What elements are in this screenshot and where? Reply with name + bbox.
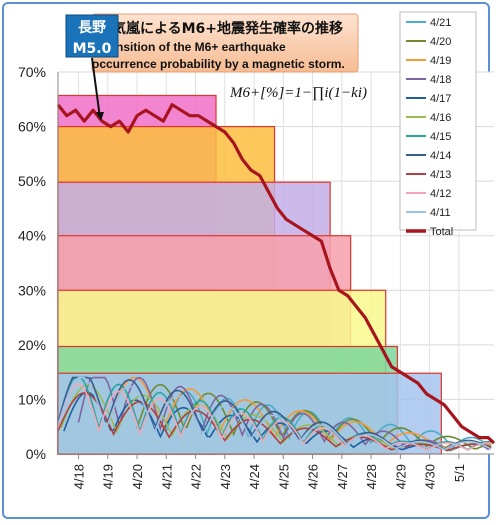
- x-tick-label: 4/23: [218, 464, 233, 489]
- chart-title-box: 磁気嵐によるM6+地震発生確率の推移 Transition of the M6+…: [91, 13, 359, 73]
- x-tick-label: 4/19: [101, 464, 116, 489]
- y-tick-label: 50%: [18, 173, 46, 189]
- y-tick-label: 10%: [18, 391, 46, 407]
- total-line: [56, 103, 496, 445]
- y-tick-label: 70%: [18, 64, 46, 80]
- x-tick-label: 4/30: [423, 464, 438, 489]
- x-tick-label: 4/24: [247, 464, 262, 489]
- pointer-arrow: [91, 57, 101, 119]
- chart-title-jp: 磁気嵐によるM6+地震発生確率の推移: [98, 20, 343, 37]
- x-tick-label: 5/1: [452, 464, 467, 482]
- x-tick-label: 4/21: [159, 464, 174, 489]
- legend-label-4-11: 4/11: [430, 207, 451, 219]
- total-series: [56, 103, 496, 445]
- x-tick-label: 4/25: [276, 464, 291, 489]
- chart-title-en-line1: Transition of the M6+ earthquake: [98, 40, 286, 54]
- series-line-4-15: [57, 376, 492, 451]
- x-tick-label: 4/22: [189, 464, 204, 489]
- y-tick-label: 40%: [18, 228, 46, 244]
- y-tick-label: 20%: [18, 337, 46, 353]
- x-tick-label: 4/28: [364, 464, 379, 489]
- chart-title-en-line2: occurrence probability by a magnetic sto…: [92, 57, 345, 71]
- location-badge: 長野 M5.0: [65, 14, 119, 121]
- location-label: 長野: [78, 20, 106, 36]
- series-line-4-11: [57, 376, 492, 451]
- daily-series: [57, 376, 492, 452]
- series-line-4-14: [57, 376, 492, 451]
- legend-label-4-20: 4/20: [430, 36, 451, 48]
- legend-label-4-21: 4/21: [430, 17, 451, 29]
- formula-text: M6+[%]=1−∏i(1−ki): [229, 85, 367, 101]
- y-tick-label: 30%: [18, 282, 46, 298]
- x-tick-label: 4/27: [335, 464, 350, 489]
- pointer-arrow-head: [96, 112, 104, 121]
- x-axis: 4/18 4/19 4/20 4/21 4/22 4/23 4/24 4/25 4/26 4/27…: [58, 453, 494, 489]
- legend-label-4-13: 4/13: [430, 169, 451, 181]
- legend: 4/21 4/20 4/19 4/18 4/17 4/16 4/15 4/14 4/13 4/12…: [399, 11, 477, 238]
- legend-label-4-12: 4/12: [430, 188, 451, 200]
- x-tick-label: 4/29: [393, 464, 408, 489]
- series-line-4-12: [57, 383, 492, 452]
- x-tick-label: 4/18: [71, 464, 86, 489]
- legend-label-4-15: 4/15: [430, 131, 451, 143]
- magnitude-label: M5.0: [73, 41, 112, 57]
- legend-label-4-18: 4/18: [430, 74, 451, 86]
- legend-label-4-14: 4/14: [430, 150, 451, 162]
- series-line-4-16: [60, 384, 492, 451]
- y-axis: 0% 10% 20% 30% 40% 50% 60% 70%: [18, 64, 59, 462]
- y-tick-label: 0%: [26, 446, 46, 462]
- legend-label-Total: Total: [430, 226, 453, 238]
- legend-label-4-17: 4/17: [430, 93, 451, 105]
- x-tick-label: 4/20: [130, 464, 145, 489]
- x-tick-label: 4/26: [306, 464, 321, 489]
- y-tick-label: 60%: [18, 119, 46, 135]
- legend-label-4-19: 4/19: [430, 55, 451, 67]
- legend-label-4-16: 4/16: [430, 112, 451, 124]
